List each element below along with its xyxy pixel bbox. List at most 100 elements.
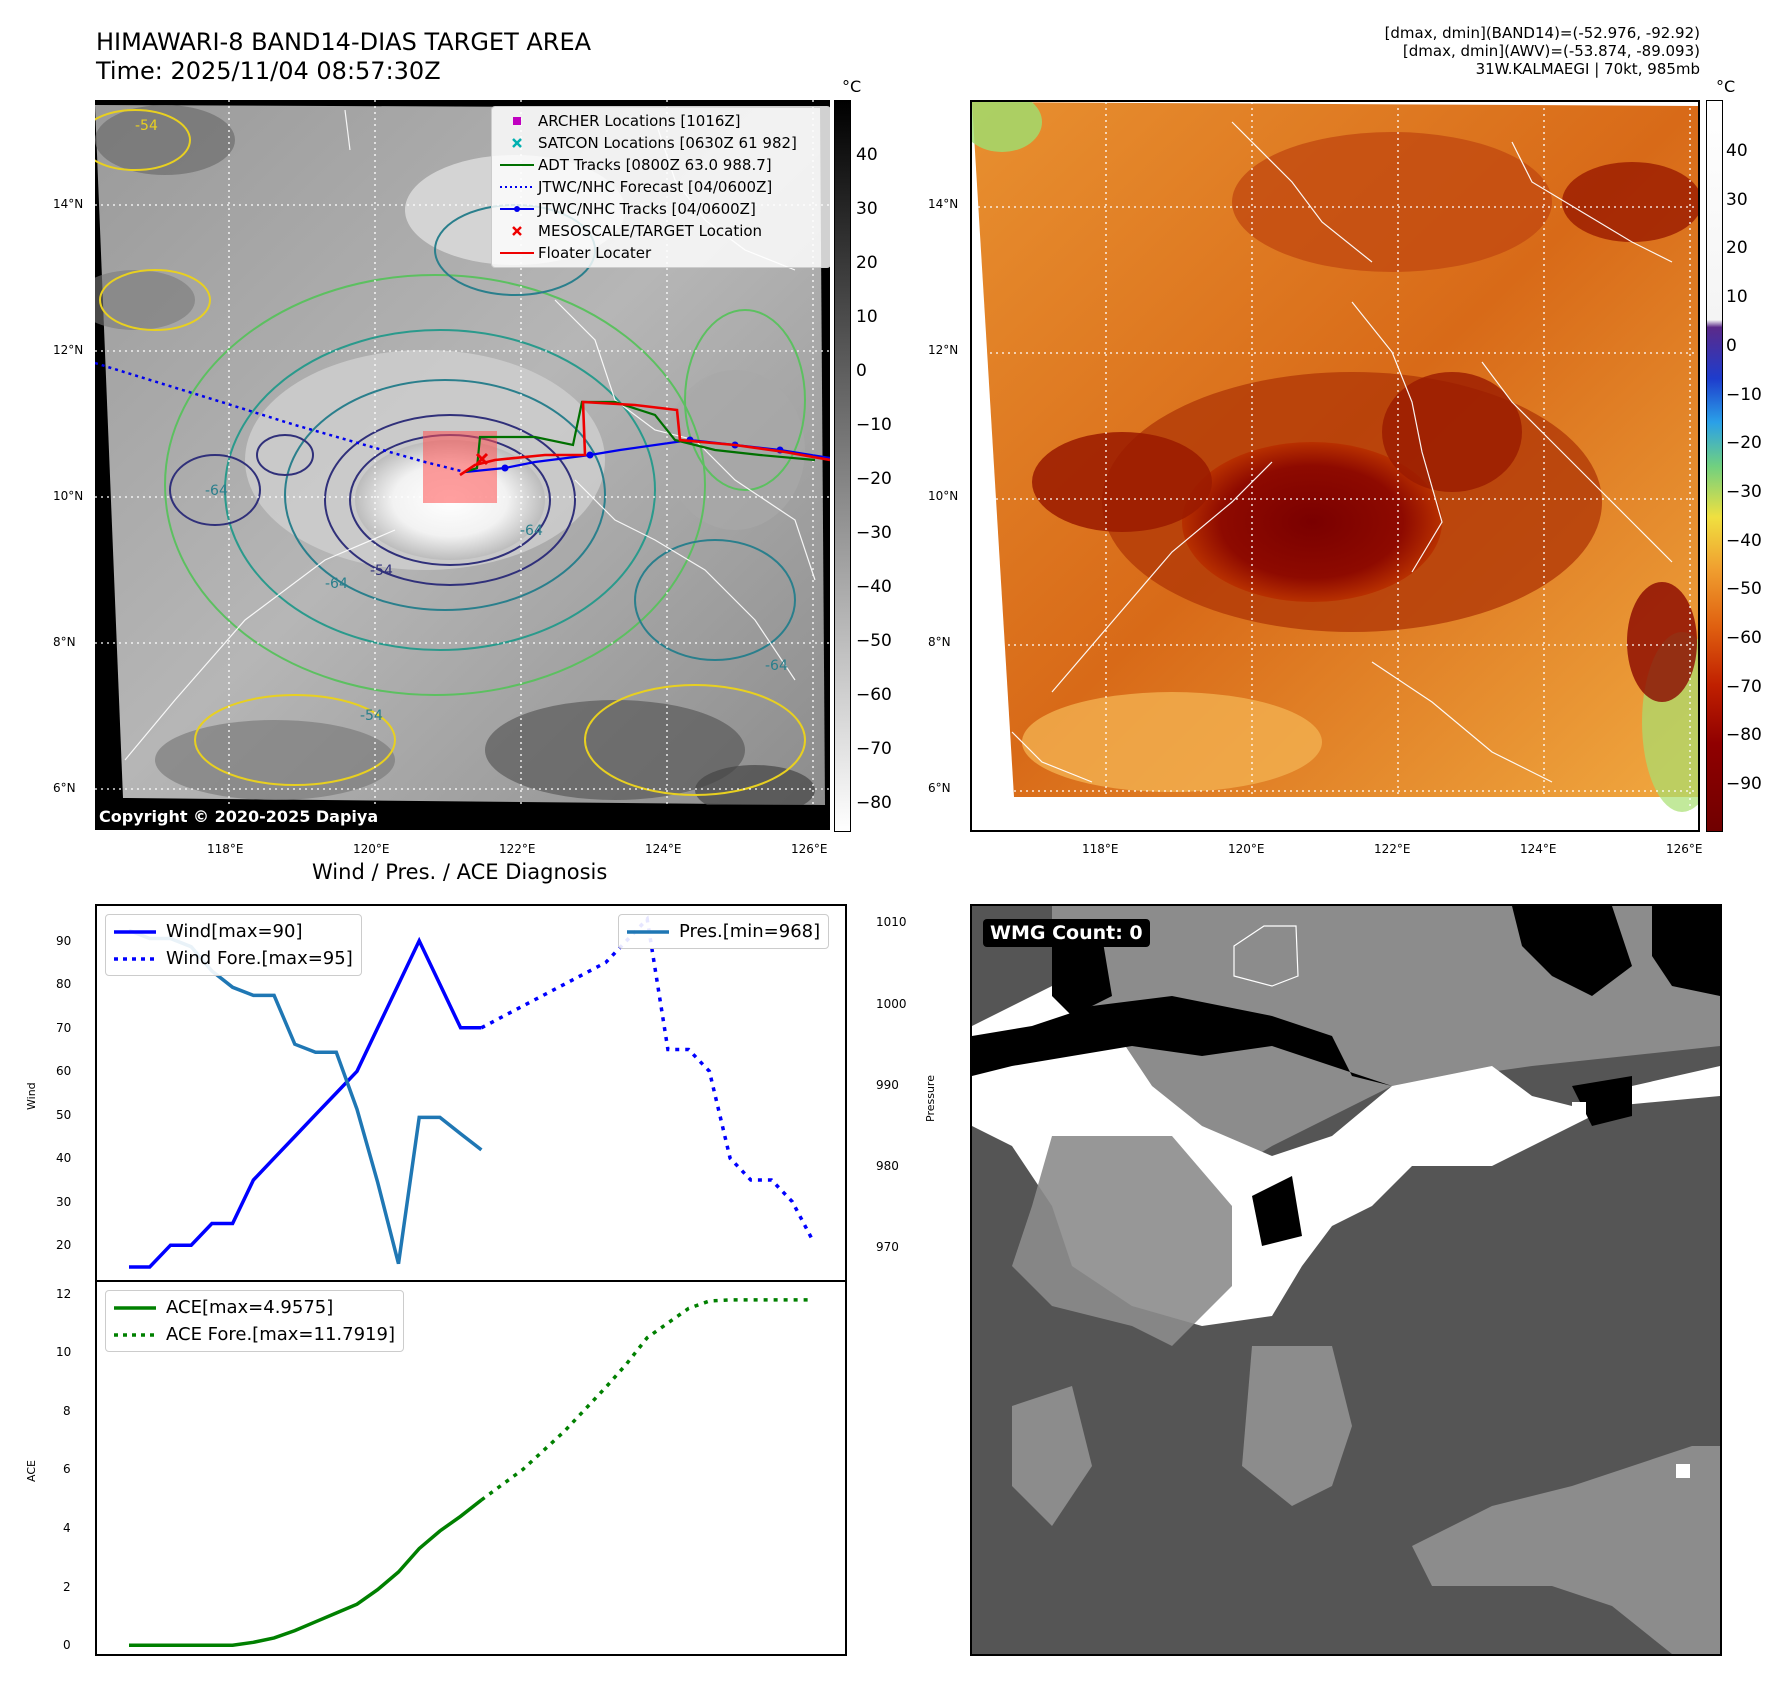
info-awv: [dmax, dmin](AWV)=(-53.874, -89.093) (1402, 42, 1700, 60)
colorbar-tick: −90 (1726, 774, 1762, 795)
wmg-image (972, 906, 1720, 1654)
contour-label: -64 (325, 576, 348, 592)
y-tick-label: 10 (56, 1345, 72, 1360)
legend-ace-fore-label: ACE Fore.[max=11.7919] (166, 1324, 395, 1345)
y-tick-label: 4 (63, 1521, 71, 1536)
contour-label: -64 (765, 658, 788, 674)
colorbar-tick: −20 (1726, 433, 1762, 454)
ir-map-panel: -64 -54 -64 -54 -64 -64 -54 ARCHER Locat… (95, 100, 830, 830)
colorbar-bw (834, 100, 851, 832)
legend-ace: ACE[max=4.9575] (114, 1294, 395, 1321)
lon-label: 118°E (207, 842, 244, 856)
legend-item: MESOSCALE/TARGET Location (496, 220, 826, 242)
diagnosis-title: Wind / Pres. / ACE Diagnosis (312, 860, 608, 884)
colorbar-tick: −60 (1726, 628, 1762, 648)
series-line (480, 915, 815, 1242)
lat-label: 6°N (53, 781, 76, 795)
series-line (128, 928, 483, 1265)
contour-label: -54 (135, 118, 158, 134)
legend-item: ARCHER Locations [1016Z] (496, 110, 826, 132)
series-line (129, 936, 482, 1269)
colorbar-tick: 0 (856, 361, 867, 381)
y-tick-label: 2 (63, 1579, 71, 1594)
lon-label: 120°E (353, 842, 390, 856)
dotted-line-icon (496, 184, 538, 190)
legend-item: ADT Tracks [0800Z 63.0 988.7] (496, 154, 826, 176)
colorbar-tick: −50 (1726, 579, 1762, 600)
y-right-tick-label: 970 (876, 1240, 899, 1255)
contour-label: -64 (520, 523, 543, 539)
legend-item: JTWC/NHC Forecast [04/0600Z] (496, 176, 826, 198)
colorbar-tick: −50 (856, 631, 892, 651)
legend-ace-label: ACE[max=4.9575] (166, 1297, 334, 1318)
y-tick-label: 60 (56, 1064, 72, 1079)
colorbar-tick: −60 (856, 685, 892, 705)
info-band14: [dmax, dmin](BAND14)=(-52.976, -92.92) (1384, 24, 1700, 42)
mesoscale-box (423, 431, 497, 503)
lon-label: 122°E (1374, 842, 1411, 856)
lat-label: 8°N (53, 635, 76, 649)
y-tick-label: 0 (63, 1638, 71, 1653)
info-storm: 31W.KALMAEGI | 70kt, 985mb (1475, 60, 1700, 78)
wind-axis-label: Wind (25, 1082, 38, 1110)
copyright-bar (95, 805, 830, 830)
y-tick-label: 20 (56, 1238, 72, 1253)
legend-item: SATCON Locations [0630Z 61 982] (496, 132, 826, 154)
legend-label: ADT Tracks [0800Z 63.0 988.7] (538, 156, 772, 174)
legend-wind-fore: Wind Fore.[max=95] (114, 945, 353, 972)
target-marker (475, 452, 489, 466)
colorbar-tick: −80 (1726, 725, 1762, 746)
colorbar-tick: −80 (856, 793, 892, 813)
wmg-panel (970, 904, 1722, 1656)
lat-label: 10°N (53, 489, 84, 503)
lat-label: 8°N (928, 635, 951, 649)
legend-pressure: Pres.[min=968] (627, 918, 820, 945)
legend-wind-label: Wind[max=90] (166, 921, 303, 942)
colorbar-tick: −30 (856, 523, 892, 543)
lon-label: 126°E (791, 842, 828, 856)
page-title: HIMAWARI-8 BAND14-DIAS TARGET AREA (96, 28, 592, 56)
ace-legend: ACE[max=4.9575] ACE Fore.[max=11.7919] (105, 1290, 404, 1352)
y-tick-label: 40 (56, 1151, 72, 1166)
lat-label: 12°N (928, 343, 959, 357)
colorbar-tick: 40 (1726, 141, 1748, 161)
contour-label: -54 (360, 708, 383, 724)
contour-labels: -64 -54 -64 -54 -64 -64 -54 (135, 118, 788, 724)
solid-line-icon (496, 162, 538, 168)
square-marker-icon (496, 115, 538, 127)
lon-label: 126°E (1666, 842, 1703, 856)
timestamp: Time: 2025/11/04 08:57:30Z (96, 57, 441, 85)
colorbar-unit-right: °C (1716, 77, 1736, 96)
y-right-tick-label: 990 (876, 1077, 899, 1092)
lat-label: 12°N (53, 343, 84, 357)
series-line (480, 1298, 814, 1502)
colorbar-tick: −40 (1726, 530, 1762, 551)
solid-line-icon (496, 250, 538, 256)
floater-track (459, 400, 830, 477)
lon-label: 118°E (1082, 842, 1119, 856)
lat-label: 10°N (928, 489, 959, 503)
contour-label: -64 (205, 483, 228, 499)
legend-wind-fore-label: Wind Fore.[max=95] (166, 948, 353, 969)
legend-wind: Wind[max=90] (114, 918, 353, 945)
colorbar-unit: °C (842, 77, 862, 96)
colorbar-tick: 10 (856, 307, 878, 327)
wind-legend: Wind[max=90] Wind Fore.[max=95] (105, 914, 362, 976)
copyright: Copyright © 2020-2025 Dapiya (99, 807, 379, 826)
color-map-panel (970, 100, 1700, 832)
lat-label: 14°N (53, 197, 84, 211)
y-tick-label: 12 (56, 1286, 72, 1301)
legend-label: JTWC/NHC Tracks [04/0600Z] (538, 200, 756, 218)
colorbar-tick: −20 (856, 469, 892, 489)
y-tick-label: 8 (63, 1403, 71, 1418)
lon-label: 124°E (645, 842, 682, 856)
y-right-tick-label: 1000 (876, 996, 907, 1011)
lon-label: 124°E (1520, 842, 1557, 856)
line-dot-icon (496, 205, 538, 213)
legend-label: JTWC/NHC Forecast [04/0600Z] (538, 178, 773, 196)
legend-item: JTWC/NHC Tracks [04/0600Z] (496, 198, 826, 220)
y-right-tick-label: 1010 (876, 915, 907, 930)
colorbar-tick: −10 (1726, 384, 1762, 405)
pressure-legend: Pres.[min=968] (618, 914, 830, 949)
colorbar-tick: 40 (856, 145, 878, 165)
